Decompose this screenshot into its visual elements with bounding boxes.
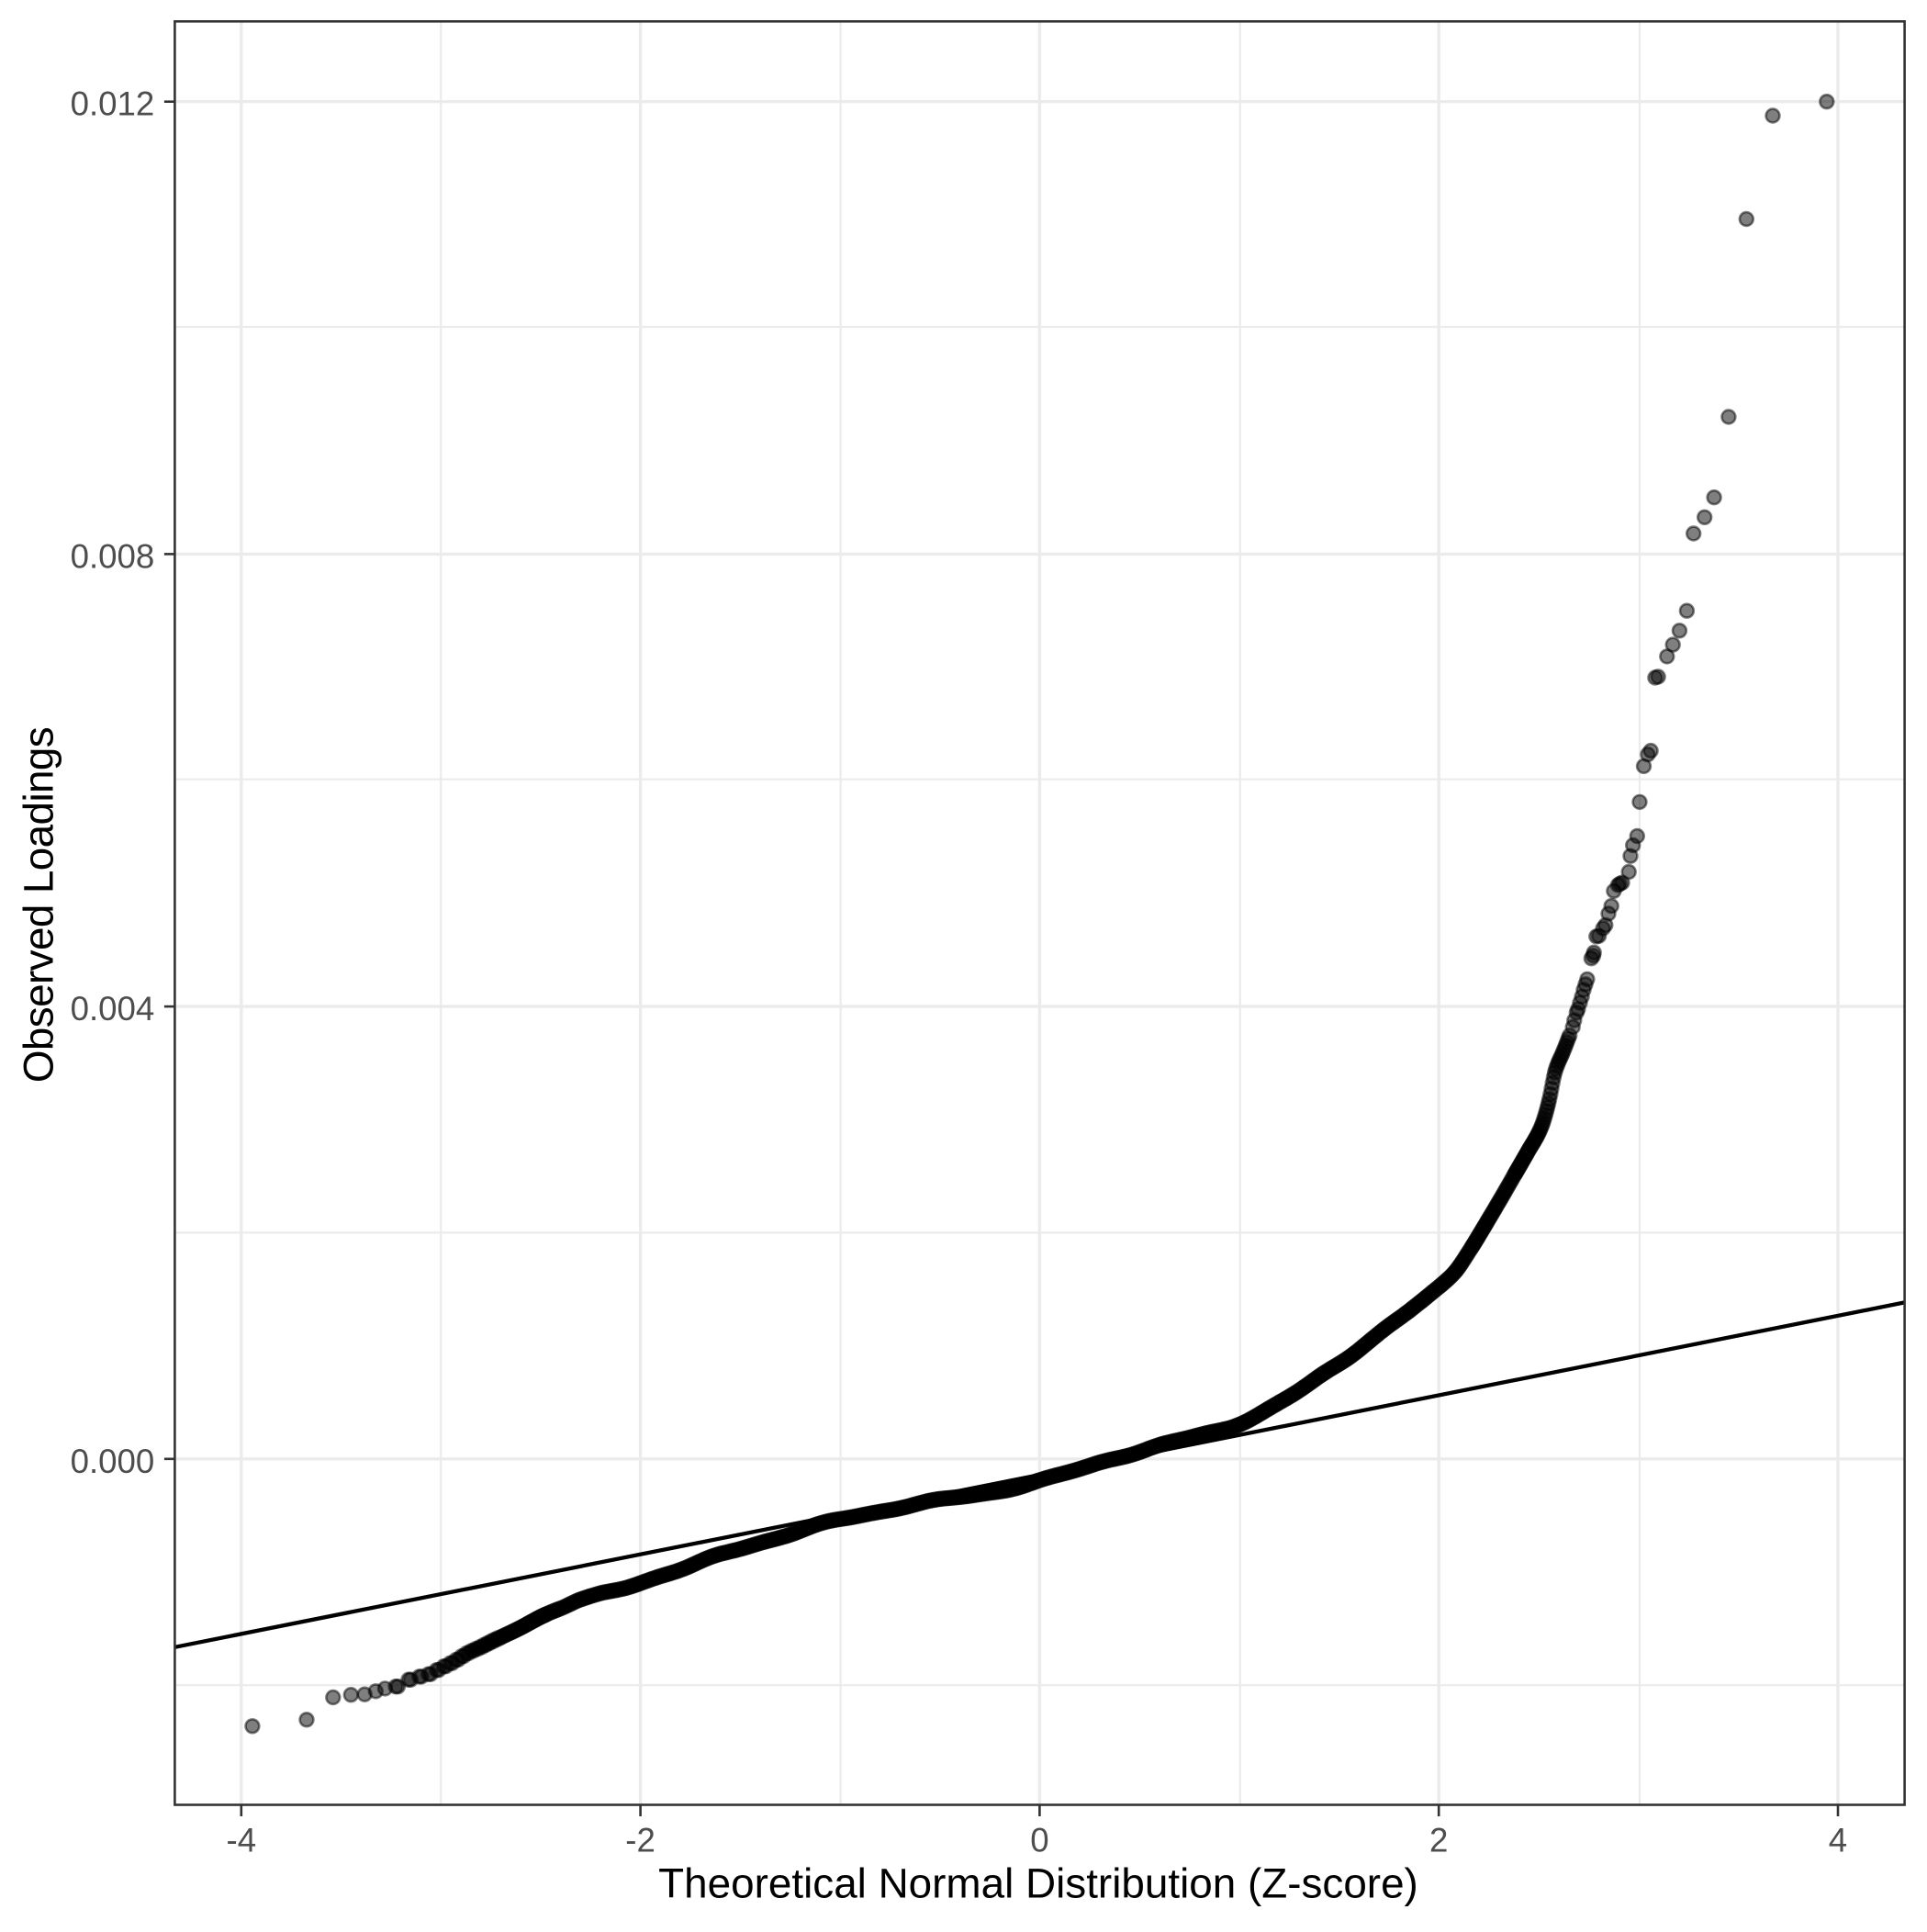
svg-text:-2: -2 — [625, 1822, 655, 1859]
svg-text:Observed Loadings: Observed Loadings — [16, 727, 62, 1083]
svg-text:0.008: 0.008 — [71, 537, 155, 575]
svg-text:Theoretical Normal Distributio: Theoretical Normal Distribution (Z-score… — [658, 1860, 1418, 1907]
svg-text:0.000: 0.000 — [71, 1443, 155, 1480]
svg-text:0.012: 0.012 — [71, 85, 155, 123]
svg-text:2: 2 — [1429, 1822, 1448, 1859]
svg-text:0: 0 — [1030, 1822, 1048, 1859]
svg-text:0.004: 0.004 — [71, 990, 155, 1028]
svg-text:4: 4 — [1829, 1822, 1847, 1859]
svg-text:-4: -4 — [227, 1822, 257, 1859]
